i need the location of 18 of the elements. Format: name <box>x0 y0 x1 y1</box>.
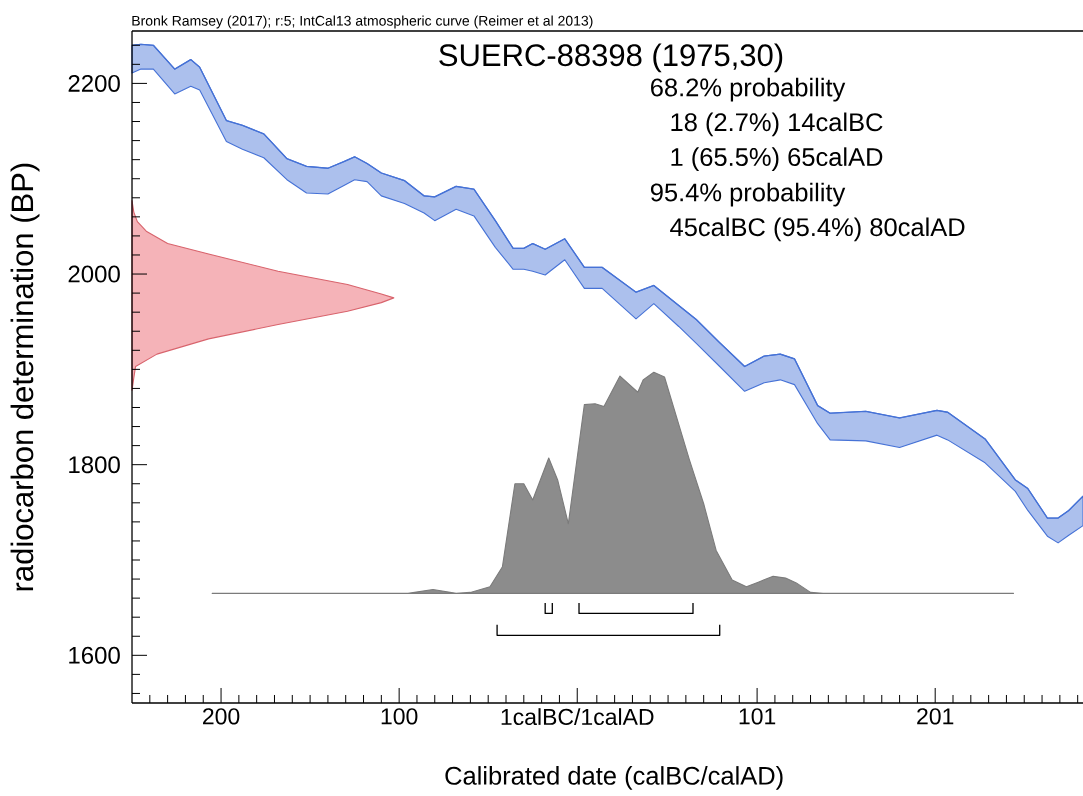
chart-title: SUERC-88398 (1975,30) <box>439 43 783 73</box>
annotation: 95.4% probability <box>650 182 846 207</box>
x-tick-label: 1calBC/1calAD <box>501 708 654 726</box>
y-tick-label: 1800 <box>69 456 120 474</box>
x-tick-label: 201 <box>917 708 954 725</box>
annotation: 1 (65.5%) 65calAD <box>671 147 883 172</box>
x-tick-label: 200 <box>203 708 240 725</box>
text: Bronk Ramsey (2017); r:5; IntCal13 atmospheric curve (Reimer et al 2013) <box>132 15 593 29</box>
x-tick-label: 101 <box>739 708 776 725</box>
y-tick-label: 2000 <box>68 265 120 283</box>
x-tick-label: 100 <box>381 708 418 725</box>
annotation: 18 (2.7%) 14calBC <box>671 112 883 137</box>
y-tick-label: 1600 <box>69 646 120 664</box>
x-axis-title: Calibrated date (calBC/calAD) <box>445 766 783 790</box>
annotation: 45calBC (95.4%) 80calAD <box>670 217 965 242</box>
annotation: 68.2% probability <box>651 77 846 102</box>
y-axis-title: radiocarbon determination (BP) <box>10 163 40 591</box>
y-tick-label: 2200 <box>68 74 120 92</box>
